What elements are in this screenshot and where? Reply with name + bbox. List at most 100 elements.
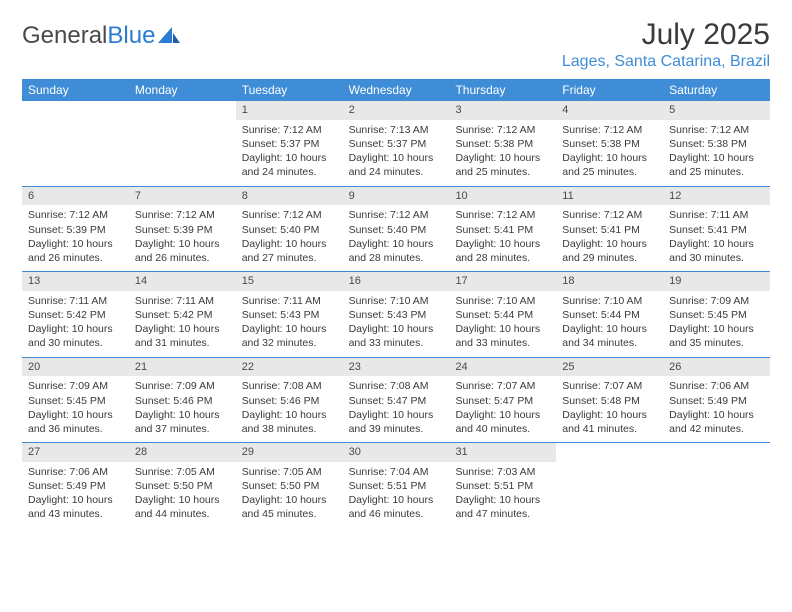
day-cell: 9Sunrise: 7:12 AMSunset: 5:40 PMDaylight…	[343, 187, 450, 272]
day-cell: 14Sunrise: 7:11 AMSunset: 5:42 PMDayligh…	[129, 272, 236, 357]
location: Lages, Santa Catarina, Brazil	[562, 53, 770, 71]
header: GeneralBlue July 2025 Lages, Santa Catar…	[22, 18, 770, 71]
day-cell: 5Sunrise: 7:12 AMSunset: 5:38 PMDaylight…	[663, 101, 770, 186]
day-number: 28	[129, 443, 236, 462]
day-number	[129, 101, 236, 120]
day-detail: Sunrise: 7:12 AMSunset: 5:38 PMDaylight:…	[663, 120, 770, 186]
day-detail: Sunrise: 7:12 AMSunset: 5:40 PMDaylight:…	[236, 205, 343, 271]
day-cell: 24Sunrise: 7:07 AMSunset: 5:47 PMDayligh…	[449, 358, 556, 443]
day-cell: 18Sunrise: 7:10 AMSunset: 5:44 PMDayligh…	[556, 272, 663, 357]
day-cell: 3Sunrise: 7:12 AMSunset: 5:38 PMDaylight…	[449, 101, 556, 186]
day-cell: 23Sunrise: 7:08 AMSunset: 5:47 PMDayligh…	[343, 358, 450, 443]
day-number: 20	[22, 358, 129, 377]
day-cell: 11Sunrise: 7:12 AMSunset: 5:41 PMDayligh…	[556, 187, 663, 272]
day-detail: Sunrise: 7:12 AMSunset: 5:38 PMDaylight:…	[449, 120, 556, 186]
day-detail: Sunrise: 7:11 AMSunset: 5:42 PMDaylight:…	[22, 291, 129, 357]
day-detail: Sunrise: 7:12 AMSunset: 5:39 PMDaylight:…	[22, 205, 129, 271]
calendar: SundayMondayTuesdayWednesdayThursdayFrid…	[22, 79, 770, 528]
day-number: 15	[236, 272, 343, 291]
day-number: 12	[663, 187, 770, 206]
week-row: 6Sunrise: 7:12 AMSunset: 5:39 PMDaylight…	[22, 187, 770, 273]
day-detail: Sunrise: 7:04 AMSunset: 5:51 PMDaylight:…	[343, 462, 450, 528]
day-number: 27	[22, 443, 129, 462]
day-header-row: SundayMondayTuesdayWednesdayThursdayFrid…	[22, 79, 770, 101]
day-number: 26	[663, 358, 770, 377]
day-cell: 16Sunrise: 7:10 AMSunset: 5:43 PMDayligh…	[343, 272, 450, 357]
day-number: 7	[129, 187, 236, 206]
day-number: 5	[663, 101, 770, 120]
month-title: July 2025	[562, 18, 770, 51]
day-number	[556, 443, 663, 462]
day-cell: 8Sunrise: 7:12 AMSunset: 5:40 PMDaylight…	[236, 187, 343, 272]
day-header: Tuesday	[236, 79, 343, 101]
day-number: 31	[449, 443, 556, 462]
day-number: 29	[236, 443, 343, 462]
day-cell: 6Sunrise: 7:12 AMSunset: 5:39 PMDaylight…	[22, 187, 129, 272]
day-number: 21	[129, 358, 236, 377]
day-header: Thursday	[449, 79, 556, 101]
day-cell: 29Sunrise: 7:05 AMSunset: 5:50 PMDayligh…	[236, 443, 343, 528]
day-number: 3	[449, 101, 556, 120]
day-cell: 22Sunrise: 7:08 AMSunset: 5:46 PMDayligh…	[236, 358, 343, 443]
day-number: 14	[129, 272, 236, 291]
day-header: Monday	[129, 79, 236, 101]
day-detail: Sunrise: 7:06 AMSunset: 5:49 PMDaylight:…	[663, 376, 770, 442]
day-cell	[129, 101, 236, 186]
week-row: 13Sunrise: 7:11 AMSunset: 5:42 PMDayligh…	[22, 272, 770, 358]
day-cell: 15Sunrise: 7:11 AMSunset: 5:43 PMDayligh…	[236, 272, 343, 357]
day-detail: Sunrise: 7:10 AMSunset: 5:43 PMDaylight:…	[343, 291, 450, 357]
day-header: Saturday	[663, 79, 770, 101]
brand-part1: General	[22, 22, 107, 50]
day-cell: 10Sunrise: 7:12 AMSunset: 5:41 PMDayligh…	[449, 187, 556, 272]
day-number: 16	[343, 272, 450, 291]
day-number: 25	[556, 358, 663, 377]
day-number	[663, 443, 770, 462]
day-cell	[22, 101, 129, 186]
day-detail: Sunrise: 7:12 AMSunset: 5:40 PMDaylight:…	[343, 205, 450, 271]
day-number: 17	[449, 272, 556, 291]
day-detail: Sunrise: 7:12 AMSunset: 5:38 PMDaylight:…	[556, 120, 663, 186]
day-detail: Sunrise: 7:12 AMSunset: 5:41 PMDaylight:…	[449, 205, 556, 271]
day-number: 10	[449, 187, 556, 206]
day-detail: Sunrise: 7:12 AMSunset: 5:41 PMDaylight:…	[556, 205, 663, 271]
day-detail: Sunrise: 7:03 AMSunset: 5:51 PMDaylight:…	[449, 462, 556, 528]
day-number: 23	[343, 358, 450, 377]
day-detail: Sunrise: 7:11 AMSunset: 5:41 PMDaylight:…	[663, 205, 770, 271]
day-number: 22	[236, 358, 343, 377]
day-cell: 30Sunrise: 7:04 AMSunset: 5:51 PMDayligh…	[343, 443, 450, 528]
day-number: 18	[556, 272, 663, 291]
day-number: 4	[556, 101, 663, 120]
day-header: Wednesday	[343, 79, 450, 101]
week-row: 1Sunrise: 7:12 AMSunset: 5:37 PMDaylight…	[22, 101, 770, 187]
day-detail: Sunrise: 7:09 AMSunset: 5:46 PMDaylight:…	[129, 376, 236, 442]
day-detail: Sunrise: 7:06 AMSunset: 5:49 PMDaylight:…	[22, 462, 129, 528]
day-cell: 7Sunrise: 7:12 AMSunset: 5:39 PMDaylight…	[129, 187, 236, 272]
day-detail: Sunrise: 7:10 AMSunset: 5:44 PMDaylight:…	[556, 291, 663, 357]
day-number	[22, 101, 129, 120]
day-cell: 28Sunrise: 7:05 AMSunset: 5:50 PMDayligh…	[129, 443, 236, 528]
day-detail: Sunrise: 7:07 AMSunset: 5:48 PMDaylight:…	[556, 376, 663, 442]
week-row: 20Sunrise: 7:09 AMSunset: 5:45 PMDayligh…	[22, 358, 770, 444]
day-cell: 19Sunrise: 7:09 AMSunset: 5:45 PMDayligh…	[663, 272, 770, 357]
brand-part2: Blue	[107, 22, 155, 50]
day-number: 1	[236, 101, 343, 120]
day-detail: Sunrise: 7:05 AMSunset: 5:50 PMDaylight:…	[129, 462, 236, 528]
day-detail: Sunrise: 7:08 AMSunset: 5:47 PMDaylight:…	[343, 376, 450, 442]
day-cell	[663, 443, 770, 528]
day-detail: Sunrise: 7:05 AMSunset: 5:50 PMDaylight:…	[236, 462, 343, 528]
day-cell: 31Sunrise: 7:03 AMSunset: 5:51 PMDayligh…	[449, 443, 556, 528]
day-detail: Sunrise: 7:11 AMSunset: 5:42 PMDaylight:…	[129, 291, 236, 357]
day-cell: 2Sunrise: 7:13 AMSunset: 5:37 PMDaylight…	[343, 101, 450, 186]
day-cell: 4Sunrise: 7:12 AMSunset: 5:38 PMDaylight…	[556, 101, 663, 186]
weeks-container: 1Sunrise: 7:12 AMSunset: 5:37 PMDaylight…	[22, 101, 770, 528]
day-header: Friday	[556, 79, 663, 101]
day-cell: 12Sunrise: 7:11 AMSunset: 5:41 PMDayligh…	[663, 187, 770, 272]
title-block: July 2025 Lages, Santa Catarina, Brazil	[562, 18, 770, 71]
day-number: 8	[236, 187, 343, 206]
day-cell: 17Sunrise: 7:10 AMSunset: 5:44 PMDayligh…	[449, 272, 556, 357]
sail-icon	[158, 27, 180, 45]
brand-logo: GeneralBlue	[22, 22, 180, 50]
day-number: 13	[22, 272, 129, 291]
week-row: 27Sunrise: 7:06 AMSunset: 5:49 PMDayligh…	[22, 443, 770, 528]
day-cell	[556, 443, 663, 528]
